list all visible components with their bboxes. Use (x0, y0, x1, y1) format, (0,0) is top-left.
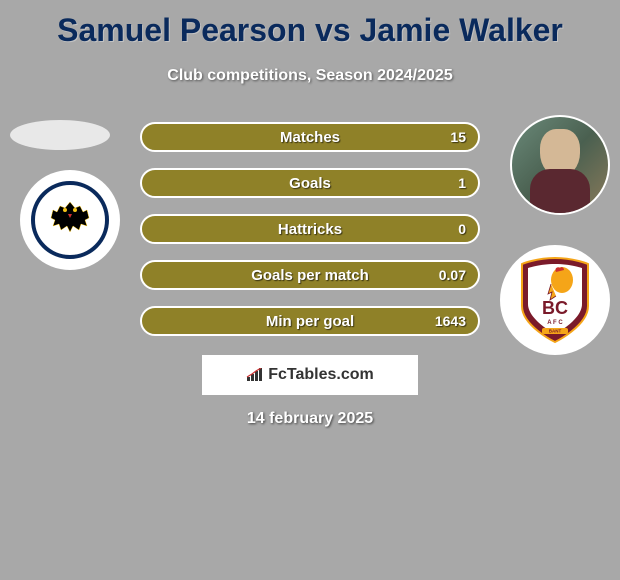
date-text: 14 february 2025 (0, 410, 620, 428)
stat-label: Hattricks (156, 221, 464, 238)
player-left-avatar (10, 120, 110, 150)
page-title: Samuel Pearson vs Jamie Walker (0, 0, 620, 49)
stat-label: Min per goal (156, 313, 464, 330)
stat-right-value: 0 (458, 221, 466, 237)
svg-text:BANT: BANT (549, 329, 562, 334)
stat-row-goals-per-match: Goals per match 0.07 (140, 260, 480, 290)
stat-right-value: 15 (450, 129, 466, 145)
stat-row-goals: Goals 1 (140, 168, 480, 198)
club-badge-right: BC A F C BANT (500, 245, 610, 355)
stat-label: Matches (156, 129, 464, 146)
brand-logo: FcTables.com (202, 355, 418, 395)
svg-text:A F C: A F C (547, 320, 563, 326)
player-right-avatar (510, 115, 610, 215)
subtitle: Club competitions, Season 2024/2025 (0, 67, 620, 85)
brand-text: FcTables.com (268, 366, 374, 384)
club-badge-left (20, 170, 120, 270)
stat-row-matches: Matches 15 (140, 122, 480, 152)
stat-right-value: 1643 (435, 313, 466, 329)
stat-label: Goals per match (156, 267, 464, 284)
stat-row-hattricks: Hattricks 0 (140, 214, 480, 244)
bradford-badge-icon: BC A F C BANT (516, 256, 594, 344)
chart-icon (246, 368, 264, 382)
eagle-icon (45, 200, 95, 240)
stat-row-min-per-goal: Min per goal 1643 (140, 306, 480, 336)
stat-right-value: 0.07 (439, 267, 466, 283)
wimbledon-badge-icon (31, 181, 109, 259)
stat-right-value: 1 (458, 175, 466, 191)
stat-label: Goals (156, 175, 464, 192)
stats-container: Matches 15 Goals 1 Hattricks 0 Goals per… (140, 122, 480, 352)
svg-text:BC: BC (542, 298, 568, 318)
